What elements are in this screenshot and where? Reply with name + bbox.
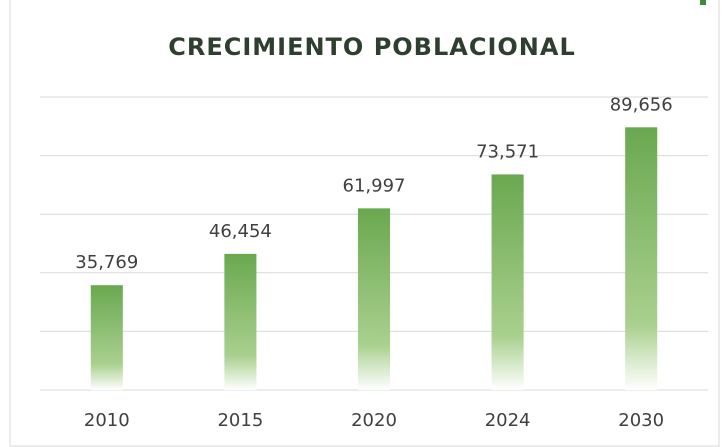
x-tick-label: 2010 bbox=[84, 410, 130, 431]
bar bbox=[625, 127, 658, 390]
x-tick-label: 2024 bbox=[485, 410, 531, 431]
bar bbox=[90, 285, 123, 390]
bar bbox=[491, 174, 524, 390]
x-tick-label: 2015 bbox=[217, 410, 263, 431]
data-label: 73,571 bbox=[476, 141, 539, 162]
x-tick-label: 2020 bbox=[351, 410, 397, 431]
chart-title: CRECIMIENTO POBLACIONAL bbox=[168, 33, 576, 61]
data-label: 46,454 bbox=[209, 221, 272, 242]
x-tick-label: 2030 bbox=[618, 410, 664, 431]
bar bbox=[357, 208, 391, 390]
data-label: 89,656 bbox=[610, 94, 673, 115]
data-label: 35,769 bbox=[75, 252, 138, 273]
corner-mark bbox=[700, 0, 706, 5]
data-label: 61,997 bbox=[343, 175, 406, 196]
chart-border bbox=[9, 0, 720, 447]
bar bbox=[224, 253, 257, 390]
